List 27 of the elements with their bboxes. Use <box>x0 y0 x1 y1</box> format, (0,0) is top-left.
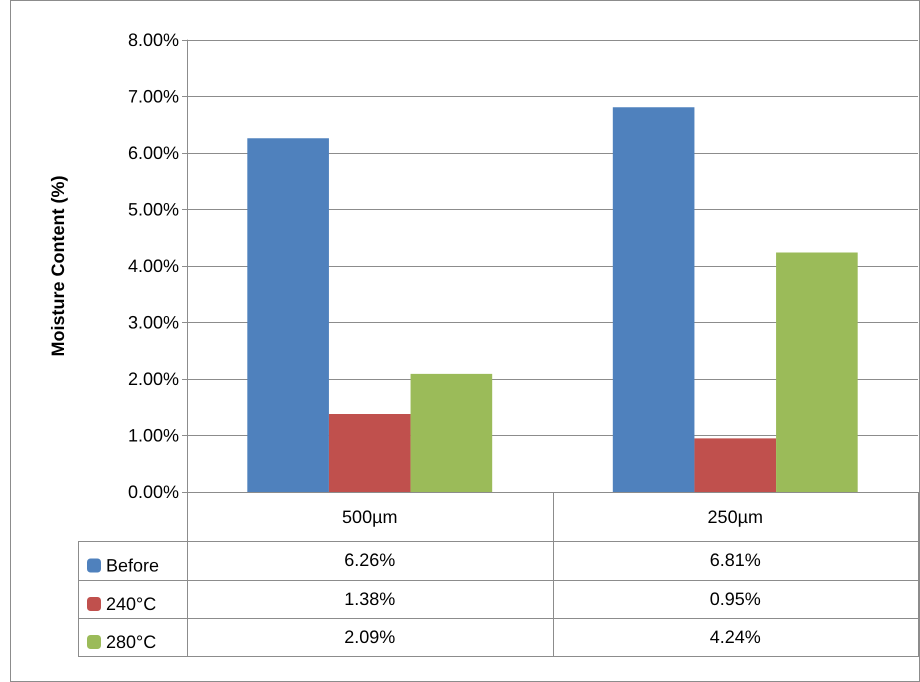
data-label: 4.24% <box>708 626 762 648</box>
x-tick-label: 500µm <box>342 507 398 527</box>
bar <box>776 252 858 492</box>
legend-label: Before <box>106 556 160 576</box>
y-axis-title: Moisture Content (%) <box>48 176 68 356</box>
data-label: 0.95% <box>708 588 762 610</box>
y-tick-label: 3.00% <box>128 312 179 332</box>
y-tick-label: 1.00% <box>128 426 179 446</box>
y-tick-label: 2.00% <box>128 369 179 389</box>
bar <box>612 107 694 492</box>
y-tick-label: 8.00% <box>128 30 179 50</box>
data-label: 6.26% <box>343 549 396 572</box>
data-label: 6.81% <box>708 549 762 572</box>
y-tick-label: 6.00% <box>128 143 179 163</box>
data-label: 2.09% <box>343 626 396 648</box>
bar <box>328 414 411 492</box>
bar <box>410 374 492 492</box>
y-tick-label: 0.00% <box>128 482 179 502</box>
bar <box>694 438 776 492</box>
y-tick-label: 4.00% <box>128 256 179 276</box>
x-tick-label: 250µm <box>708 507 763 527</box>
y-tick-label: 5.00% <box>128 200 179 220</box>
bar <box>247 138 329 492</box>
y-tick-label: 7.00% <box>128 86 179 106</box>
legend-label: 240°C <box>106 594 156 614</box>
data-label: 1.38% <box>343 588 396 610</box>
legend-label: 280°C <box>106 632 156 652</box>
